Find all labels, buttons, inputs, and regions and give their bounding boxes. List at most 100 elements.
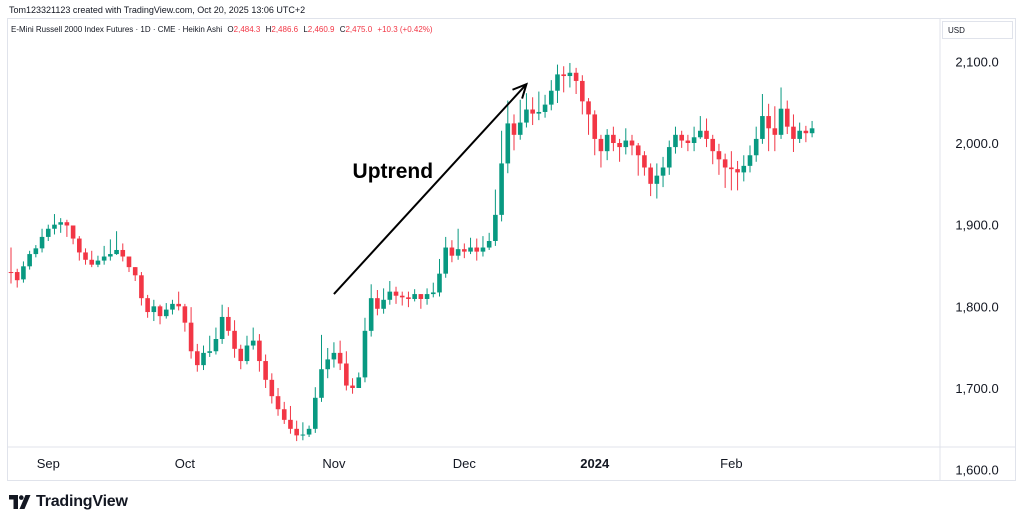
- currency-button[interactable]: USD: [942, 21, 1013, 39]
- candle-body: [250, 340, 256, 346]
- candle-body: [685, 140, 691, 143]
- candle-body: [362, 330, 368, 378]
- candle-body: [114, 249, 119, 255]
- candle-body: [524, 109, 529, 123]
- candle-body: [635, 145, 641, 156]
- candle-body: [536, 111, 542, 114]
- candle-body: [611, 134, 616, 143]
- candle-body: [679, 134, 684, 141]
- candle-body: [430, 292, 436, 295]
- candle-body: [120, 249, 126, 257]
- candle-body: [580, 80, 585, 102]
- candle-body: [437, 273, 442, 293]
- candle-body: [480, 247, 486, 252]
- candle-body: [170, 303, 175, 310]
- candle-body: [195, 351, 200, 366]
- high-label: H: [265, 25, 272, 34]
- candle-body: [561, 74, 566, 77]
- candle-body: [654, 175, 660, 184]
- candle-body: [542, 104, 548, 112]
- candle-body: [443, 247, 448, 274]
- low-value: 2,460.9: [307, 25, 335, 34]
- x-tick-label: Oct: [175, 456, 196, 471]
- candle-body: [710, 138, 716, 152]
- candle-body: [691, 137, 697, 143]
- candle-body: [772, 128, 778, 135]
- candle-body: [530, 109, 535, 114]
- candle-body: [213, 339, 219, 352]
- chart-frame: [7, 18, 1016, 481]
- candle-body: [499, 163, 504, 215]
- candle-body: [39, 236, 45, 249]
- candle-body: [350, 385, 355, 388]
- candle-body: [64, 222, 70, 226]
- candle-body: [157, 306, 163, 317]
- candle-body: [592, 114, 598, 139]
- x-tick-label: Feb: [720, 456, 742, 471]
- candle-body: [8, 272, 14, 274]
- candle-body: [306, 428, 312, 435]
- candle-body: [375, 298, 380, 309]
- candle-body: [791, 126, 796, 139]
- open-label: O: [227, 25, 234, 34]
- candle-body: [188, 322, 194, 352]
- candle-body: [505, 123, 511, 164]
- candle-body: [486, 241, 492, 248]
- candle-body: [269, 379, 275, 397]
- candle-body: [698, 130, 703, 138]
- candle-body: [468, 247, 473, 252]
- x-tick-label: 2024: [580, 456, 610, 471]
- candle-body: [14, 272, 20, 281]
- close-label: C: [339, 25, 346, 34]
- uptrend-arrow-line: [333, 83, 528, 295]
- candle-body: [567, 72, 573, 77]
- candle-body: [281, 409, 287, 420]
- candle-body: [586, 101, 591, 115]
- candle-body: [257, 340, 262, 362]
- candle-body: [399, 295, 405, 298]
- candle-body: [325, 359, 331, 370]
- candle-body: [803, 130, 809, 134]
- candle-body: [778, 108, 784, 135]
- candle-body: [617, 143, 622, 148]
- tradingview-logo-text: TradingView: [36, 493, 128, 510]
- candle-body: [766, 116, 771, 129]
- candle-body: [132, 267, 138, 276]
- candle-body: [412, 294, 417, 299]
- candle-body: [294, 428, 299, 436]
- candle-body: [474, 247, 480, 252]
- tradingview-logo[interactable]: TradingView: [9, 493, 128, 511]
- low-label: L: [303, 25, 308, 34]
- candle-body: [760, 116, 765, 139]
- candle-body: [182, 306, 188, 323]
- candle-body: [455, 249, 461, 256]
- candle-body: [729, 167, 734, 170]
- candle-body: [517, 122, 523, 135]
- candle-body: [598, 138, 604, 152]
- candle-body: [151, 306, 157, 313]
- candle-body: [176, 303, 181, 307]
- candle-body: [393, 291, 399, 296]
- y-tick-label: 2,100.0: [955, 54, 998, 69]
- symbol-title[interactable]: E-Mini Russell 2000 Index Futures · 1D ·…: [11, 25, 223, 34]
- uptrend-arrow-head: [512, 82, 528, 99]
- candle-body: [797, 130, 802, 139]
- candle-body: [666, 147, 672, 168]
- candle-body: [387, 291, 393, 300]
- candle-body: [226, 316, 231, 331]
- symbol-legend: E-Mini Russell 2000 Index Futures · 1D ·…: [11, 25, 433, 34]
- candle-body: [704, 130, 709, 139]
- candle-body: [126, 256, 132, 268]
- x-tick-label: Sep: [37, 456, 60, 471]
- candle-body: [300, 434, 306, 436]
- candle-body: [331, 352, 337, 360]
- tradingview-logo-icon: [9, 495, 31, 509]
- candle-body: [319, 369, 324, 398]
- candle-body: [101, 256, 107, 261]
- candle-body: [629, 140, 635, 146]
- candle-body: [623, 140, 629, 148]
- candle-body: [368, 298, 374, 331]
- candle-body: [163, 309, 169, 317]
- y-tick-label: 2,000.0: [955, 136, 998, 151]
